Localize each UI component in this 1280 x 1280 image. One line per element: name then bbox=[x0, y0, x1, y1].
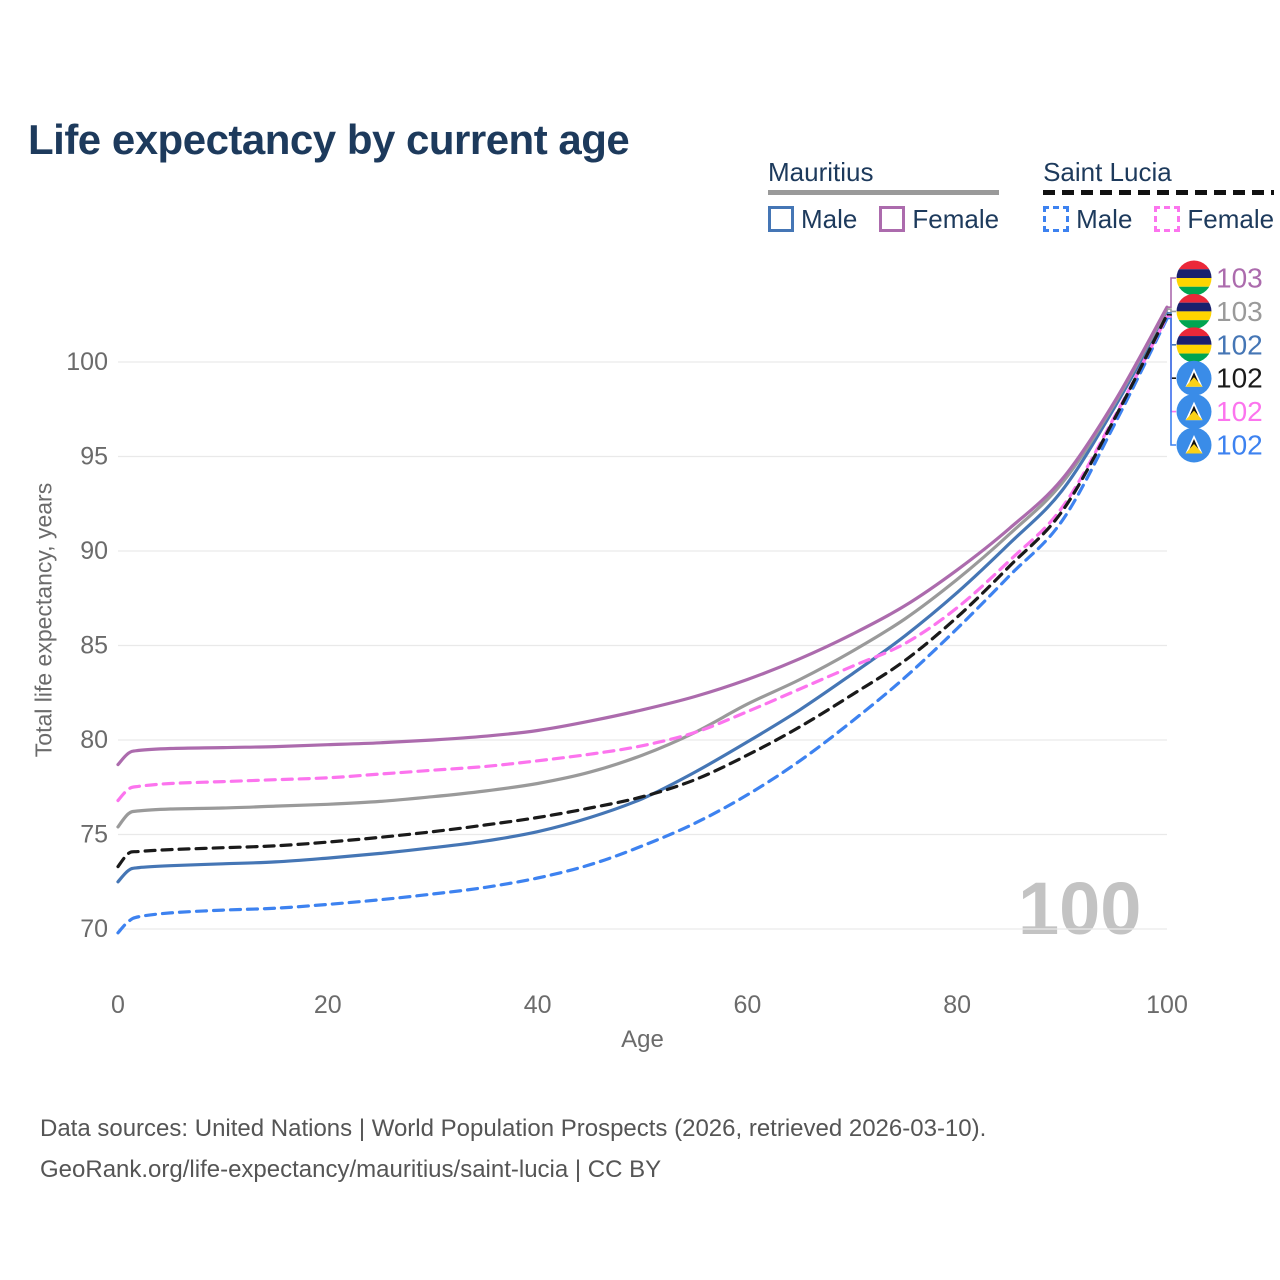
saint-lucia-line-sample bbox=[1043, 189, 1275, 195]
x-tick-label: 80 bbox=[943, 991, 971, 1019]
legend-item-saint-lucia-female[interactable]: Female bbox=[1154, 204, 1274, 235]
saint-lucia-flag-icon bbox=[1176, 394, 1212, 430]
saint-lucia-flag-icon bbox=[1176, 360, 1212, 396]
page-title: Life expectancy by current age bbox=[28, 116, 630, 164]
x-tick-label: 60 bbox=[733, 991, 761, 1019]
series-line-saint-lucia-male bbox=[116, 316, 1169, 935]
end-value-label: 102 bbox=[1216, 396, 1263, 427]
end-value-label: 102 bbox=[1216, 430, 1263, 461]
y-tick-label: 70 bbox=[80, 915, 108, 943]
legend-item-mauritius-female[interactable]: Female bbox=[879, 204, 999, 235]
leader-line bbox=[1167, 317, 1176, 446]
legend-title-mauritius[interactable]: Mauritius bbox=[768, 157, 874, 187]
legend-label-mauritius-male: Male bbox=[801, 203, 858, 234]
y-tick-label: 90 bbox=[80, 537, 108, 565]
footer: Data sources: United Nations | World Pop… bbox=[40, 1108, 986, 1191]
mauritius-flag-icon bbox=[1176, 327, 1212, 363]
x-tick-label: 20 bbox=[314, 991, 342, 1019]
series-line-mauritius-female bbox=[116, 305, 1169, 767]
x-tick-label: 100 bbox=[1146, 991, 1188, 1019]
saint-lucia-male-swatch-icon bbox=[1043, 206, 1070, 233]
mauritius-flag-icon bbox=[1176, 260, 1212, 296]
end-value-label: 103 bbox=[1216, 263, 1263, 294]
leader-line bbox=[1167, 277, 1176, 308]
end-value-label: 103 bbox=[1216, 296, 1263, 327]
y-tick-label: 75 bbox=[80, 821, 108, 849]
legend-item-saint-lucia-male[interactable]: Male bbox=[1043, 204, 1132, 235]
legend-group-saint-lucia: Saint Lucia Male Female bbox=[1043, 157, 1275, 235]
y-tick-label: 80 bbox=[80, 726, 108, 754]
y-tick-label: 100 bbox=[66, 348, 108, 376]
series-line-mauritius-male bbox=[116, 311, 1169, 884]
leader-line bbox=[1167, 308, 1176, 313]
mauritius-male-swatch-icon bbox=[768, 206, 794, 233]
saint-lucia-female-swatch-icon bbox=[1154, 206, 1181, 233]
series-line-saint-lucia-female bbox=[116, 315, 1169, 803]
age-counter-watermark: 100 bbox=[1018, 867, 1142, 950]
x-axis-title: Age bbox=[621, 1026, 664, 1053]
y-tick-label: 95 bbox=[80, 443, 108, 471]
x-tick-label: 0 bbox=[111, 991, 125, 1019]
end-value-label: 102 bbox=[1216, 329, 1263, 360]
x-tick-label: 40 bbox=[524, 991, 552, 1019]
legend-label-mauritius-female: Female bbox=[912, 203, 1000, 234]
y-axis-title: Total life expectancy, years bbox=[30, 482, 57, 758]
legend-group-mauritius: Mauritius Male Female bbox=[768, 157, 1000, 235]
legend-label-saint-lucia-female: Female bbox=[1187, 203, 1275, 234]
legend-title-saint-lucia[interactable]: Saint Lucia bbox=[1043, 157, 1172, 187]
legend-label-saint-lucia-male: Male bbox=[1076, 203, 1133, 234]
y-tick-label: 85 bbox=[80, 632, 108, 660]
legend-item-mauritius-male[interactable]: Male bbox=[768, 204, 857, 235]
attribution-text: GeoRank.org/life-expectancy/mauritius/sa… bbox=[40, 1156, 662, 1184]
end-value-label: 102 bbox=[1216, 363, 1263, 394]
mauritius-flag-icon bbox=[1176, 293, 1212, 329]
series-line-mauritius bbox=[116, 307, 1169, 829]
saint-lucia-flag-icon bbox=[1176, 427, 1212, 463]
data-sources-text: Data sources: United Nations | World Pop… bbox=[40, 1115, 987, 1142]
legend: Mauritius Male Female Saint Lucia Male bbox=[768, 157, 1275, 235]
mauritius-line-sample bbox=[768, 189, 1000, 195]
series-line-saint-lucia bbox=[116, 313, 1169, 869]
mauritius-female-swatch-icon bbox=[879, 206, 906, 233]
